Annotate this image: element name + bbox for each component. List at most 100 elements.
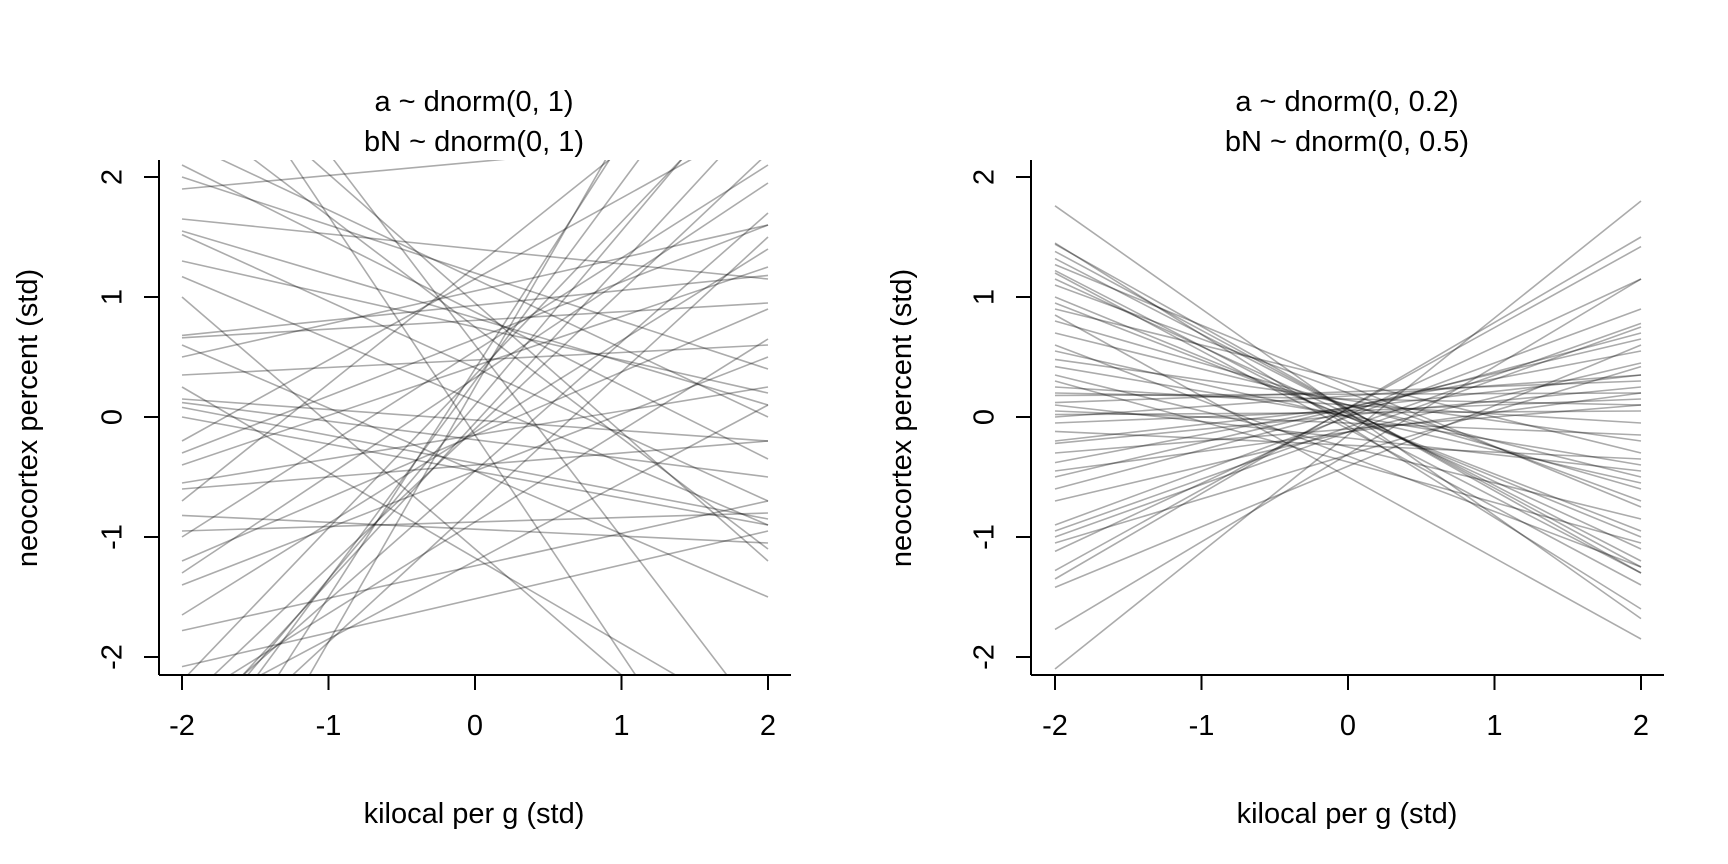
prior-line (290, 160, 637, 675)
prior-line (242, 212, 769, 675)
prior-line (1054, 386, 1642, 424)
prior-line (181, 530, 769, 668)
prior-line (181, 512, 769, 532)
prior-line (181, 514, 769, 544)
prior-line (256, 160, 640, 675)
prior-line (181, 224, 769, 454)
prior-line (212, 160, 762, 675)
prior-line (1054, 374, 1642, 520)
prior-line (1054, 404, 1642, 472)
prior-line (181, 160, 611, 502)
prior-line (1054, 243, 1642, 574)
prior-line (181, 401, 769, 478)
prior-line (1054, 242, 1642, 610)
prior-line (1054, 344, 1642, 589)
prior-line (1054, 236, 1642, 580)
x-tick-label: -2 (169, 710, 195, 742)
prior-line (181, 266, 769, 466)
prior-line (181, 386, 678, 675)
prior-line (181, 233, 769, 502)
prior-line (1054, 350, 1642, 464)
prior-line (308, 160, 607, 675)
prior-line (1054, 200, 1642, 670)
prior-line (1054, 380, 1642, 544)
prior-line (332, 160, 728, 675)
x-tick-label: 2 (1633, 710, 1649, 742)
prior-line (1054, 380, 1642, 404)
prior-line (1054, 350, 1642, 484)
panel-title-line-1: a ~ dnorm(0, 0.2) (1235, 86, 1458, 118)
prior-line (1054, 320, 1642, 490)
y-tick-label: -1 (969, 524, 1001, 550)
prior-line (1054, 365, 1642, 544)
prior-line (1054, 308, 1642, 454)
prior-line (1054, 278, 1642, 553)
prior-line (181, 275, 769, 526)
prior-line (1054, 322, 1642, 532)
prior-line (1054, 344, 1642, 568)
prior-line (1054, 326, 1642, 538)
prior-line (181, 302, 769, 339)
prior-line (1054, 308, 1642, 526)
y-axis-label: neocortex percent (std) (886, 269, 918, 567)
x-tick-label: 0 (467, 710, 483, 742)
prior-line (181, 182, 769, 574)
prior-line (181, 440, 769, 490)
prior-line (1054, 338, 1642, 478)
prior-line (181, 218, 769, 280)
prior-line (246, 160, 683, 675)
axes: -2 -1 0 1 2 -2 -1 0 1 2 (97, 160, 791, 742)
right-panel: a ~ dnorm(0, 0.2) bN ~ dnorm(0, 0.5) -2 -… (886, 86, 1664, 830)
prior-line (1054, 398, 1642, 424)
y-tick-label: 1 (969, 289, 1001, 305)
prior-line (1054, 269, 1642, 574)
prior-line (181, 224, 769, 358)
x-tick-label: -1 (316, 710, 342, 742)
prior-line (1054, 392, 1642, 472)
prior-line (181, 176, 769, 370)
prior-line (181, 248, 769, 616)
prior-line (181, 296, 623, 675)
prior-line (1054, 257, 1642, 562)
y-tick-label: 0 (969, 409, 1001, 425)
prior-line (181, 416, 769, 526)
prior-lines (181, 160, 769, 675)
prior-line (181, 164, 769, 460)
panel-title-line-2: bN ~ dnorm(0, 0.5) (1225, 126, 1469, 158)
x-tick-label: 1 (1486, 710, 1502, 742)
prior-line (181, 344, 769, 598)
prior-line (1054, 245, 1642, 572)
panel-title-line-1: a ~ dnorm(0, 1) (374, 86, 573, 118)
x-tick-label: 2 (760, 710, 776, 742)
x-tick-label: -1 (1189, 710, 1215, 742)
y-tick-label: 0 (97, 409, 129, 425)
y-tick-label: -2 (969, 644, 1001, 670)
prior-line (1054, 272, 1642, 586)
prior-line (277, 160, 611, 675)
prior-line (181, 260, 769, 394)
panel-title-line-2: bN ~ dnorm(0, 1) (364, 126, 584, 158)
prior-line (1054, 302, 1642, 532)
y-tick-label: 1 (97, 289, 129, 305)
prior-line (181, 164, 769, 538)
prior-line (1054, 278, 1642, 631)
y-axis-label: neocortex percent (std) (12, 269, 44, 567)
prior-line (1054, 365, 1642, 466)
prior-line (1054, 386, 1642, 445)
prior-line (1054, 358, 1642, 442)
prior-line (1054, 332, 1642, 490)
prior-line (1054, 430, 1642, 460)
x-axis-label: kilocal per g (std) (1237, 798, 1458, 830)
prior-line (181, 356, 769, 586)
prior-line (1054, 284, 1642, 502)
prior-line (186, 160, 682, 675)
prior-line (228, 338, 769, 675)
y-tick-label: -1 (97, 524, 129, 550)
prior-line (291, 236, 769, 675)
y-tick-label: -2 (97, 644, 129, 670)
prior-line (253, 160, 769, 550)
prior-line (241, 160, 719, 675)
prior-line (1054, 205, 1642, 620)
x-tick-label: -2 (1042, 710, 1068, 742)
prior-line (181, 274, 769, 337)
